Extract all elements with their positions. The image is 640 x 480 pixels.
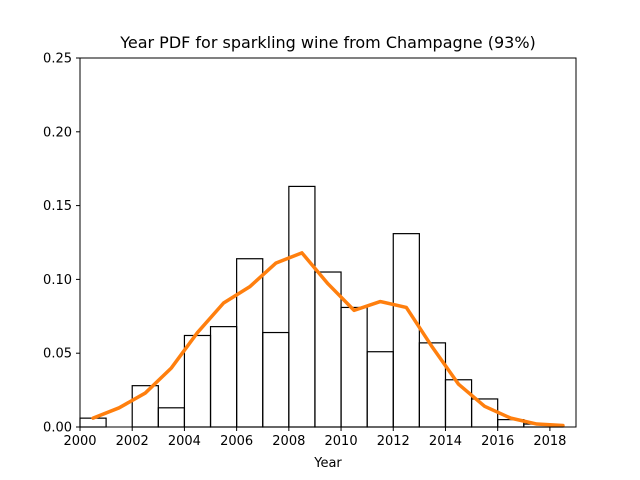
pdf-line <box>91 251 565 428</box>
y-tick-label: 0.15 <box>43 199 72 214</box>
x-tick-label: 2008 <box>272 434 305 449</box>
x-tick-label: 2006 <box>220 434 253 449</box>
histogram-bar <box>209 326 238 428</box>
histogram-bar <box>157 407 186 428</box>
y-tick-label: 0.10 <box>43 273 72 288</box>
y-tick-label: 0.05 <box>43 347 72 362</box>
plot-area: 2000 2002 2004 2006 2008 2010 2012 2014 2016 2018… <box>43 52 577 449</box>
histogram-bar <box>340 306 368 428</box>
histogram-bar <box>470 398 499 428</box>
axes-frame <box>79 57 577 428</box>
x-tick-label: 2018 <box>533 434 566 449</box>
x-tick-label: 2002 <box>116 434 149 449</box>
histogram-bar <box>183 334 212 428</box>
x-tick-label: 2000 <box>63 434 96 449</box>
histogram-bar <box>392 233 420 428</box>
histogram-bar <box>262 331 290 428</box>
x-tick-label: 2012 <box>377 434 410 449</box>
histogram-bar <box>236 258 264 428</box>
histogram-bar <box>418 342 447 428</box>
x-tick-label: 2016 <box>481 434 514 449</box>
x-axis-label: Year <box>313 456 342 471</box>
y-tick-label: 0.25 <box>43 52 72 67</box>
chart-title: Year PDF for sparkling wine from Champag… <box>119 33 536 52</box>
histogram-bar <box>444 379 473 428</box>
histogram-bar <box>288 185 316 428</box>
x-tick-label: 2010 <box>325 434 358 449</box>
x-tick-label: 2014 <box>429 434 462 449</box>
histogram-bar <box>366 351 394 428</box>
y-tick-label: 0.20 <box>43 125 72 140</box>
x-tick-label: 2004 <box>168 434 201 449</box>
y-tick-label: 0.00 <box>43 421 72 436</box>
